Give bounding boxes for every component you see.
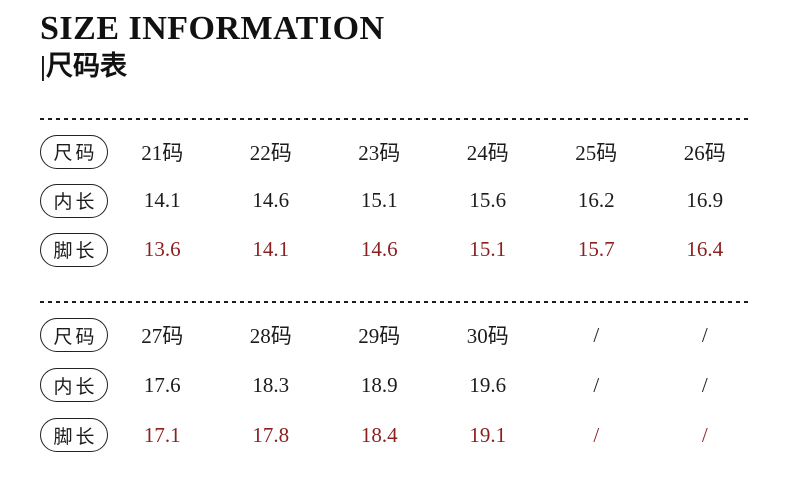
table-cell: / [701, 322, 708, 347]
table-cell: 15.1 [360, 188, 398, 212]
page-subtitle: |尺码表 [40, 51, 127, 81]
section-header: SIZE INFORMATION |尺码表 [40, 0, 790, 84]
table-cell: 21码 [141, 140, 184, 165]
table-cell: 25码 [575, 140, 618, 165]
table-cell: 14.6 [252, 188, 290, 212]
table-cell: 19.6 [469, 372, 507, 397]
table-cell: 22码 [249, 140, 292, 165]
table-cell: 16.9 [686, 188, 724, 212]
size-table: 尺码 21码 22码 23码 24码 25码 26码内长 14.1 14.6 15.1 15.6 16… [40, 118, 790, 460]
table-cell: 14.6 [360, 237, 398, 261]
row-label-pill: 尺码 [40, 134, 108, 169]
row-label-pill: 脚长 [40, 418, 108, 452]
table-cell: / [701, 422, 708, 447]
table-cell: 23码 [358, 140, 401, 165]
table-cell: 24码 [466, 140, 509, 165]
table-cell: 17.1 [143, 422, 181, 447]
table-cell: 17.6 [143, 372, 181, 397]
table-row: 内长 17.6 18.3 18.9 19.6 / / [40, 360, 759, 410]
table-cell: 17.8 [252, 422, 290, 447]
table-cell: 30码 [466, 324, 509, 348]
table-row: 尺码 27码 28码 29码 30码 / / [40, 310, 759, 360]
row-label-pill: 脚长 [40, 232, 108, 267]
table-row: 脚长 13.6 14.1 14.6 15.1 15.7 16.4 [40, 225, 759, 274]
row-label-pill: 内长 [40, 368, 108, 402]
table-cell: 18.3 [252, 372, 290, 397]
dashed-divider [40, 301, 748, 303]
table-cell: / [593, 372, 600, 397]
table-cell: / [701, 372, 708, 397]
table-cell: 29码 [358, 324, 401, 348]
table-cell: / [593, 322, 600, 347]
table-cell: 18.9 [360, 372, 398, 397]
row-label-pill: 尺码 [40, 318, 108, 352]
table-row: 尺码 21码 22码 23码 24码 25码 26码 [40, 127, 759, 176]
row-label-pill: 内长 [40, 183, 108, 218]
table-cell: 18.4 [360, 422, 398, 447]
table-cell: 27码 [141, 324, 184, 348]
table-cell: 14.1 [252, 237, 290, 261]
table-cell: 19.1 [469, 422, 507, 447]
table-cell: 28码 [249, 324, 292, 348]
table-cell: 26码 [683, 140, 726, 165]
size-table-section-2: 尺码 27码 28码 29码 30码 / / 内长 17.6 18.3 18.9 19.6 / / 脚长 17… [40, 301, 790, 460]
table-cell: 13.6 [143, 237, 181, 261]
table-cell: 14.1 [143, 188, 181, 212]
table-cell: 16.4 [686, 237, 724, 261]
table-cell: 16.2 [577, 188, 615, 212]
dashed-divider [40, 118, 748, 120]
size-information-page: SIZE INFORMATION |尺码表 尺码 21码 22码 23码 24码 25码 2… [40, 0, 790, 460]
table-row: 脚长 17.1 17.8 18.4 19.1 / / [40, 410, 759, 460]
table-row: 内长 14.1 14.6 15.1 15.6 16.2 16.9 [40, 176, 759, 225]
table-cell: / [593, 422, 600, 447]
table-cell: 15.6 [469, 188, 507, 212]
table-cell: 15.1 [469, 237, 507, 261]
table-cell: 15.7 [577, 237, 615, 261]
page-title: SIZE INFORMATION [40, 10, 385, 47]
size-table-section-1: 尺码 21码 22码 23码 24码 25码 26码内长 14.1 14.6 15.1 15.6 16… [40, 118, 790, 274]
